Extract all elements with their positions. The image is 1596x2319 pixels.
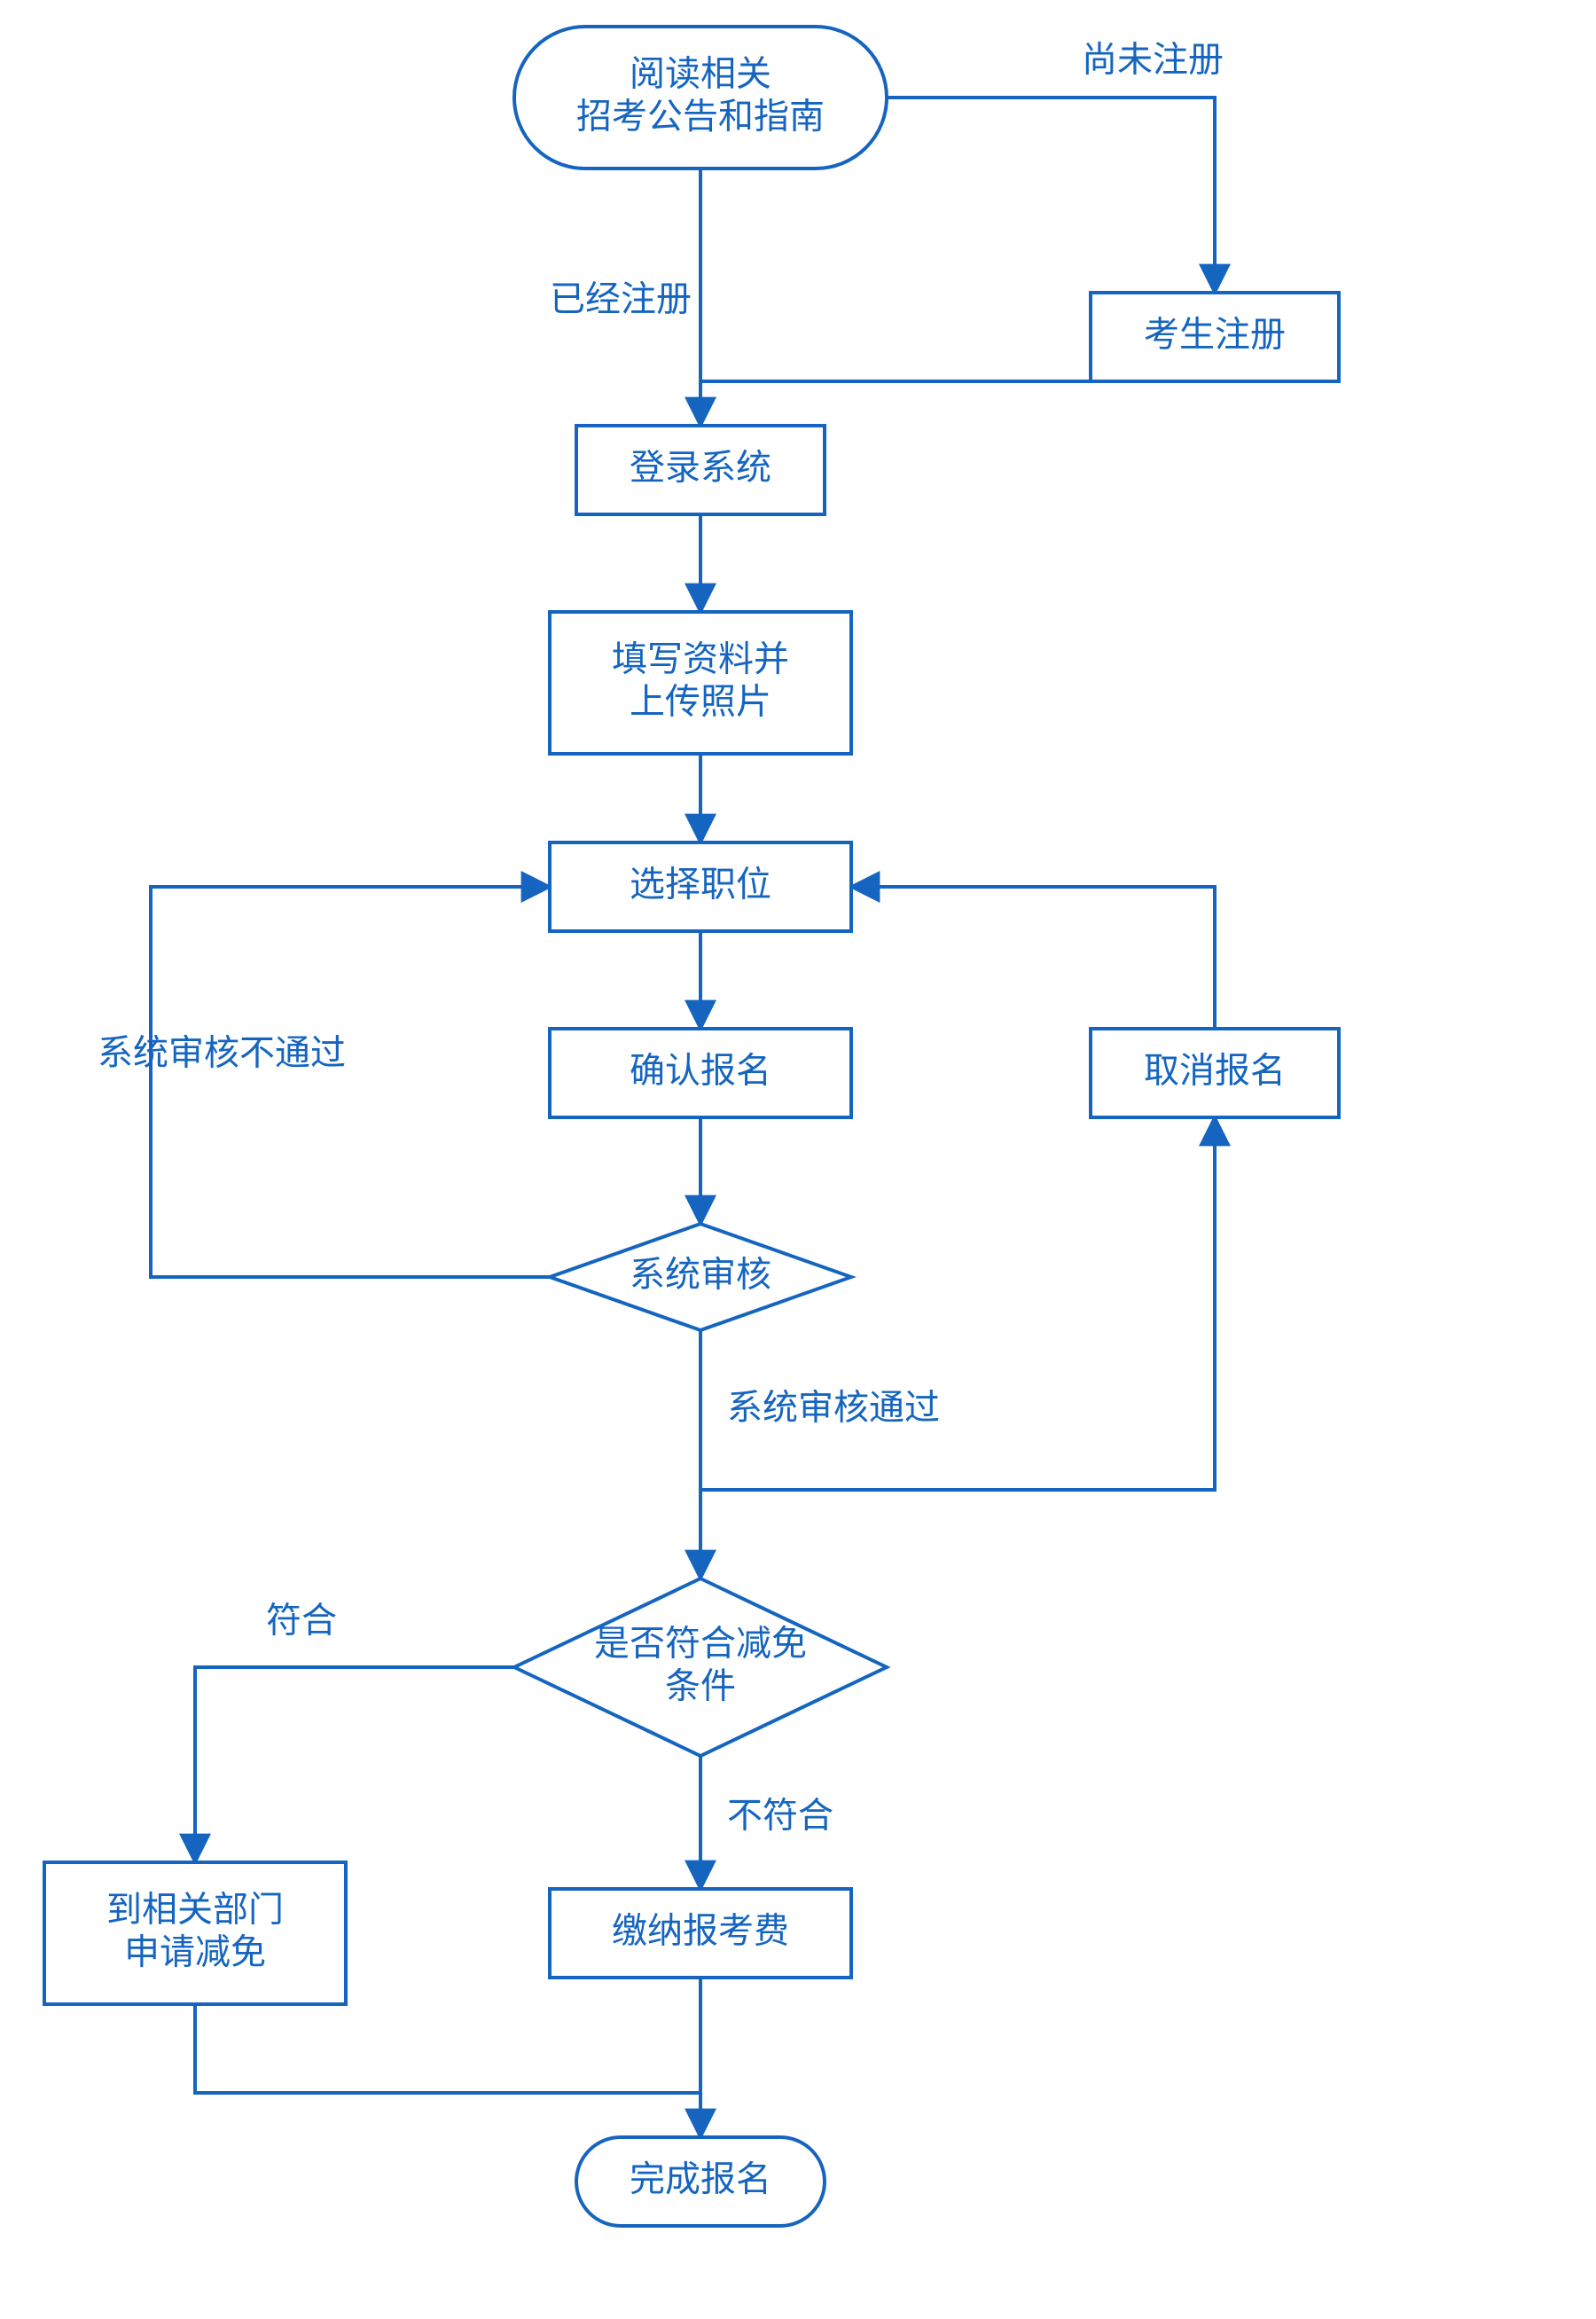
node-label-select-line0: 选择职位 bbox=[630, 866, 771, 905]
node-label-login-line0: 登录系统 bbox=[630, 449, 771, 488]
node-pay: 缴纳报考费 bbox=[550, 1889, 851, 1978]
edge-cancel-to-select bbox=[851, 887, 1215, 1029]
edge-label-audit-pass: 系统审核通过 bbox=[727, 1389, 940, 1428]
node-select: 选择职位 bbox=[550, 842, 851, 931]
node-label-done-line0: 完成报名 bbox=[630, 2160, 771, 2199]
node-cancel: 取消报名 bbox=[1091, 1029, 1339, 1117]
node-label-waive-line1: 条件 bbox=[665, 1667, 736, 1706]
node-label-cancel-line0: 取消报名 bbox=[1144, 1052, 1286, 1091]
node-register: 考生注册 bbox=[1091, 293, 1339, 381]
edge-label-audit-fail: 系统审核不通过 bbox=[98, 1034, 346, 1073]
node-done: 完成报名 bbox=[576, 2137, 825, 2226]
edge-start-to-register bbox=[887, 98, 1215, 293]
node-fill: 填写资料并上传照片 bbox=[550, 612, 851, 754]
edge-label-start-to-register: 尚未注册 bbox=[1082, 41, 1224, 80]
flowchart-canvas: 已经注册 尚未注册系统审核不通过系统审核通过不符合 符合 阅读相关招考公告和指南考生注… bbox=[0, 0, 1596, 2319]
edge-label-start-to-login: 已经注册 bbox=[550, 280, 692, 319]
edge-waive-yes bbox=[195, 1667, 514, 1862]
node-confirm: 确认报名 bbox=[550, 1029, 851, 1117]
node-label-pay-line0: 缴纳报考费 bbox=[612, 1912, 789, 1951]
node-label-apply_waive-line1: 申请减免 bbox=[124, 1933, 266, 1972]
node-label-register-line0: 考生注册 bbox=[1144, 316, 1286, 355]
node-label-apply_waive-line0: 到相关部门 bbox=[106, 1891, 284, 1930]
node-label-start-line0: 阅读相关 bbox=[630, 55, 771, 94]
node-login: 登录系统 bbox=[576, 426, 825, 514]
node-label-waive-line0: 是否符合减免 bbox=[594, 1625, 807, 1664]
edge-label-waive-yes: 符合 bbox=[266, 1602, 337, 1641]
edge-audit-fail bbox=[151, 887, 550, 1277]
edge-applywaive-to-done bbox=[195, 2004, 700, 2093]
node-apply_waive: 到相关部门申请减免 bbox=[44, 1862, 346, 2004]
edge-label-waive-no: 不符合 bbox=[727, 1797, 833, 1836]
node-label-audit-line0: 系统审核 bbox=[630, 1256, 771, 1295]
node-label-confirm-line0: 确认报名 bbox=[630, 1052, 771, 1091]
node-label-fill-line0: 填写资料并 bbox=[612, 640, 789, 679]
node-audit: 系统审核 bbox=[550, 1224, 851, 1330]
node-start: 阅读相关招考公告和指南 bbox=[514, 27, 887, 168]
node-label-fill-line1: 上传照片 bbox=[630, 683, 771, 722]
node-label-start-line1: 招考公告和指南 bbox=[576, 98, 825, 137]
node-waive: 是否符合减免条件 bbox=[514, 1579, 887, 1756]
